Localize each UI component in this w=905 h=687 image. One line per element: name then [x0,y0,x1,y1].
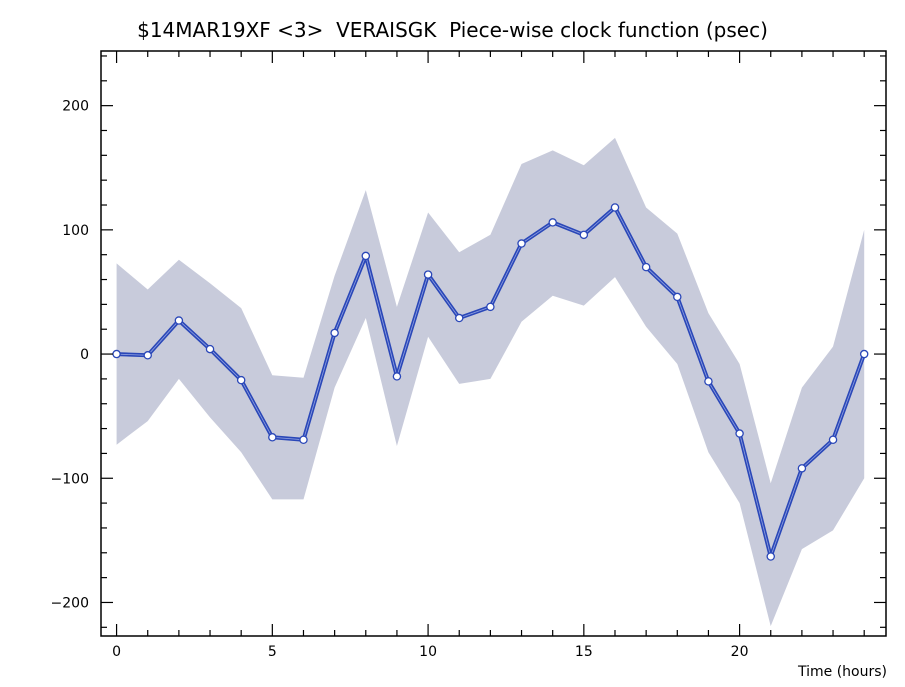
data-point [704,377,713,386]
data-point [236,375,246,385]
data-point [454,313,464,323]
data-point-layer [112,203,869,561]
tick-label-layer: 0 5 10 15 20 −200 −100 0 100 200 [51,99,749,660]
data-point [268,433,277,442]
data-point [797,464,807,473]
x-tick-label: 10 [419,644,437,660]
y-tick-label: 0 [80,347,89,363]
uncertainty-band [116,137,865,627]
y-tick-label: −200 [51,595,89,611]
x-tick-label: 20 [731,644,749,660]
data-point [486,302,495,312]
data-point [766,552,775,561]
x-tick-label: 0 [112,644,121,660]
uncertainty-band-layer [116,137,865,627]
data-point [641,262,651,272]
y-tick-label: 200 [62,99,89,115]
data-point [392,372,402,381]
data-point [673,292,682,302]
y-tick-label: −100 [51,471,89,487]
axes-layer [100,50,887,637]
data-point [205,344,215,354]
x-tick-label: 15 [575,644,593,660]
data-point [610,203,620,212]
data-point [859,349,869,359]
data-point [143,351,152,360]
data-point [330,328,339,338]
data-point [423,270,433,279]
x-axis-label: Time (hours) [798,664,887,680]
chart-title: $14MAR19XF <3> VERAISGK Piece-wise clock… [137,18,768,42]
x-tick-label: 5 [268,644,277,660]
y-tick-label: 100 [62,223,89,239]
data-point [112,349,121,359]
data-point [299,435,308,445]
plot-frame [100,50,887,637]
data-point [548,218,557,227]
data-point [517,239,526,248]
data-point [579,230,589,240]
data-point [174,316,184,325]
data-point [828,435,838,445]
data-point [735,429,744,438]
data-point [361,251,371,261]
